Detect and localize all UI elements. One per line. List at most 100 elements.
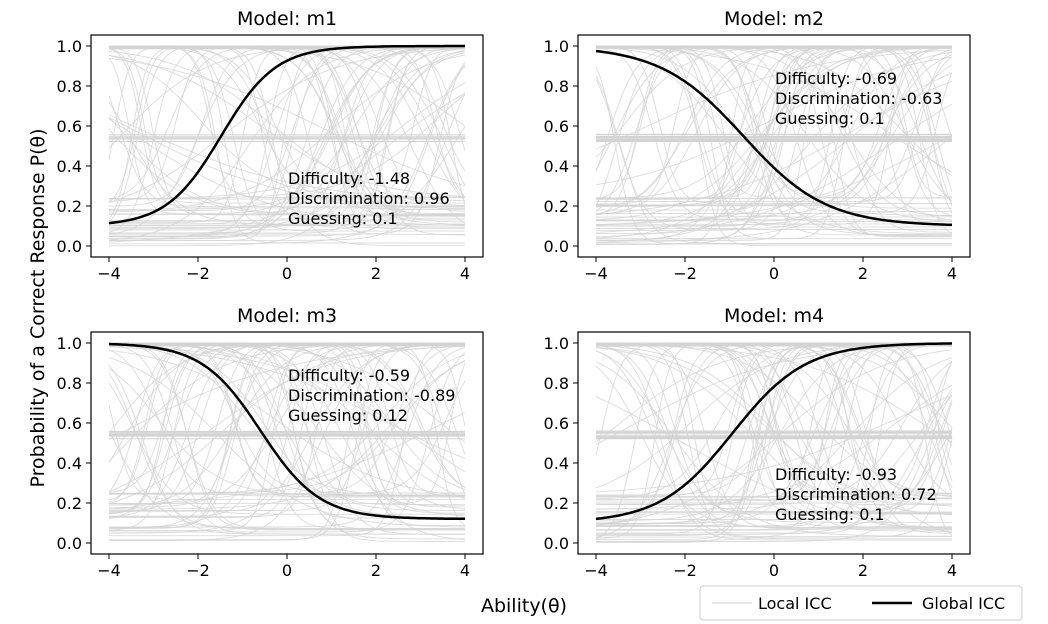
x-tick-label: 0 [282,264,292,283]
x-tick-label: 0 [769,264,779,283]
local-icc-line [596,342,952,534]
y-tick-label: 0.4 [57,454,82,473]
panel-title: Model: m1 [237,8,337,30]
annotation-line: Difficulty: -0.59 [288,366,410,385]
annotation-line: Guessing: 0.12 [288,406,408,425]
y-tick-label: 1.0 [544,37,569,56]
x-tick-label: 4 [947,264,957,283]
local-icc-line [596,342,952,538]
legend-global-label: Global ICC [922,594,1005,613]
panel-1: Model: m1 −4 −2 0 2 4 0.0 0.2 0.4 0.6 0.8 1.0 Diffic… [57,8,484,283]
annotation-line: Discrimination: -0.63 [775,89,942,108]
local-icc-line [108,342,465,531]
panels: Model: m1 −4 −2 0 2 4 0.0 0.2 0.4 0.6 0.8 1.0 Diffic… [57,8,971,580]
y-tick-label: 0.6 [544,414,569,433]
local-icc-line [109,342,466,510]
x-tick-label: −2 [673,264,697,283]
local-icc-line [596,50,953,203]
y-tick-label: 0.4 [544,454,569,473]
annotation-line: Discrimination: 0.72 [775,485,937,504]
local-icc-line [109,45,466,237]
local-icc-line [109,342,465,506]
local-icc-line [108,345,466,493]
local-icc-line [108,54,466,213]
y-tick-label: 0.6 [544,117,569,136]
x-tick-label: −4 [584,264,608,283]
global-icc-line [595,342,953,521]
x-tick-label: 2 [858,264,868,283]
local-icc-line [596,429,953,531]
local-icc-line [109,342,466,537]
y-tick-label: 0.8 [544,77,569,96]
local-icc-line [108,101,465,226]
x-axis-label: Ability(θ) [481,595,567,617]
local-icc-line [595,350,952,523]
local-icc-line [108,48,466,204]
local-icc-line [596,361,953,502]
local-icc-line [109,45,465,227]
local-icc-line [109,45,466,231]
legend: Local ICC Global ICC [699,585,1023,621]
y-tick-label: 0.2 [57,494,82,513]
y-tick-label: 0.2 [57,197,82,216]
x-tick-label: −2 [673,561,697,580]
local-icc-line [596,45,952,236]
local-icc-line [596,402,953,513]
panel-3: Model: m3 −4 −2 0 2 4 0.0 0.2 0.4 0.6 0.8 1.0 Diffic… [57,305,484,580]
local-icc-line [595,394,953,493]
annotation-line: Discrimination: -0.89 [288,386,455,405]
x-tick-label: 4 [947,561,957,580]
local-icc-line [109,343,466,534]
local-icc-line [108,45,466,241]
local-icc-line [595,103,953,238]
local-icc-line [595,365,952,529]
local-icc-line [109,46,466,222]
panel-2: Model: m2 −4 −2 0 2 4 0.0 0.2 0.4 0.6 0.8 1.0 Diffic… [544,8,971,283]
local-icc-line [596,384,953,510]
local-icc-line [108,54,466,197]
local-icc-line [109,93,466,199]
annotation-line: Guessing: 0.1 [775,505,885,524]
x-tick-label: 4 [460,264,470,283]
local-icc-line [596,45,952,222]
local-icc-line [595,45,952,204]
local-icc-line [595,361,952,537]
local-icc-line [108,344,465,497]
local-icc-line [596,46,953,206]
local-icc-line [109,45,465,215]
x-tick-label: −4 [97,561,121,580]
x-tick-label: −4 [97,264,121,283]
local-icc-line [596,72,953,215]
y-tick-label: 0.6 [57,414,82,433]
annotation-line: Discrimination: 0.96 [288,189,450,208]
x-tick-label: 2 [371,264,381,283]
legend-box [699,585,1023,621]
local-icc-line [596,342,952,510]
local-icc-line [595,342,952,530]
local-icc-line [595,78,952,230]
local-icc-curves [595,45,953,247]
local-icc-line [596,45,953,198]
local-icc-line [109,45,466,172]
y-tick-label: 0.4 [57,157,82,176]
y-tick-label: 0.8 [57,374,82,393]
local-icc-line [109,45,465,228]
local-icc-line [108,50,466,207]
x-tick-label: 0 [769,561,779,580]
local-icc-line [596,45,952,218]
y-tick-label: 0.0 [57,534,82,553]
local-icc-line [108,46,465,216]
local-icc-line [109,346,466,528]
x-tick-label: 2 [371,561,381,580]
local-icc-line [596,56,953,207]
local-icc-line [109,49,466,247]
local-icc-line [108,116,466,210]
local-icc-line [595,396,953,533]
local-icc-line [108,345,466,440]
y-tick-label: 0.8 [544,374,569,393]
local-icc-curves [595,342,953,543]
local-icc-line [595,135,953,244]
local-icc-line [595,49,953,150]
y-tick-label: 0.2 [544,494,569,513]
